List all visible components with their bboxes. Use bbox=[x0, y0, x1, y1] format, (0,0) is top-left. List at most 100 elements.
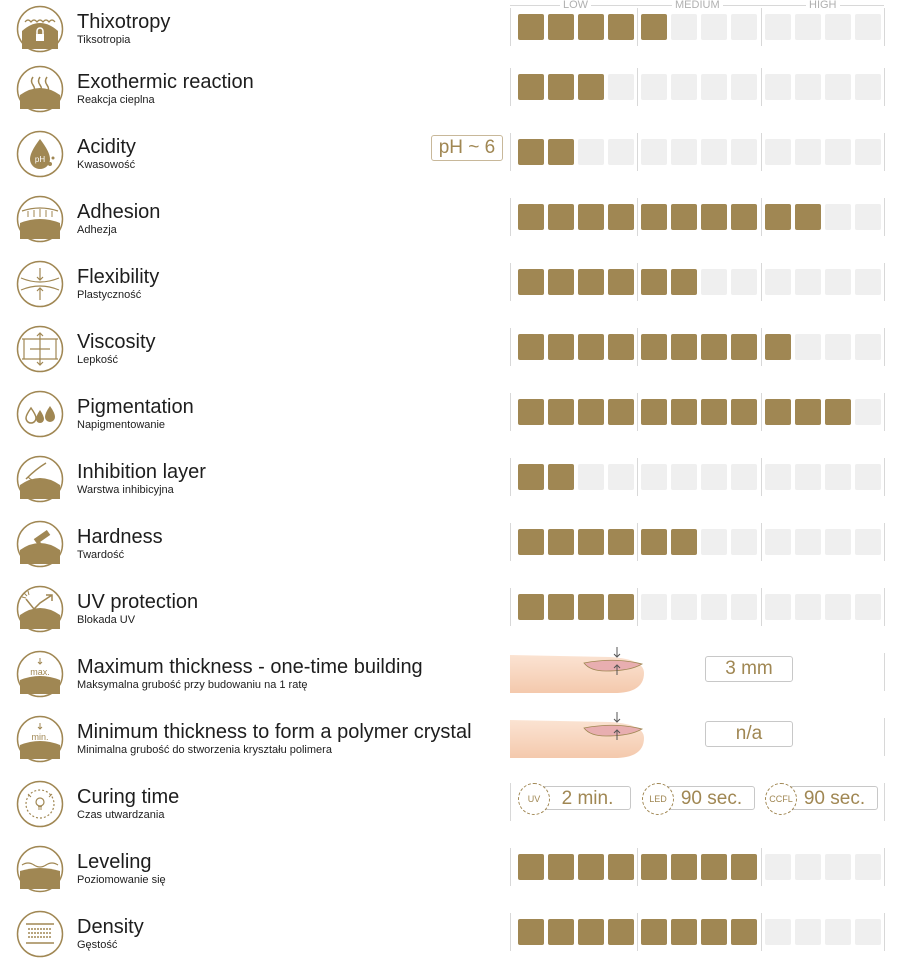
level-meter bbox=[510, 848, 886, 886]
level-cell-filled bbox=[548, 269, 574, 295]
level-cell-filled bbox=[548, 204, 574, 230]
level-cell-filled bbox=[518, 269, 544, 295]
level-cell-filled bbox=[701, 399, 727, 425]
viscosity-icon bbox=[16, 325, 64, 373]
meter-divider bbox=[637, 523, 638, 561]
curing-time-value: 90 sec. bbox=[783, 786, 878, 810]
meter-divider bbox=[637, 263, 638, 301]
level-cell-filled bbox=[608, 204, 634, 230]
property-subtitle: Blokada UV bbox=[77, 614, 136, 626]
level-cell-filled bbox=[518, 14, 544, 40]
meter-divider bbox=[637, 458, 638, 496]
property-subtitle: Tiksotropia bbox=[77, 34, 131, 46]
property-name: UV protection bbox=[77, 591, 199, 613]
level-cell-filled bbox=[825, 399, 851, 425]
property-subtitle: Lepkość bbox=[77, 354, 118, 366]
property-name: Exothermic reaction bbox=[77, 71, 254, 93]
property-row: Adhesion Adhezja bbox=[0, 190, 901, 250]
level-cell-empty bbox=[765, 139, 791, 165]
level-cell-filled bbox=[731, 204, 757, 230]
level-cell-empty bbox=[731, 139, 757, 165]
level-cell-empty bbox=[731, 74, 757, 100]
level-cell-empty bbox=[825, 14, 851, 40]
level-cell-filled bbox=[578, 919, 604, 945]
level-cell-filled bbox=[671, 334, 697, 360]
level-cell-filled bbox=[578, 594, 604, 620]
level-cell-empty bbox=[765, 594, 791, 620]
level-cell-empty bbox=[855, 14, 881, 40]
meter-divider bbox=[884, 913, 885, 951]
meter-divider bbox=[884, 588, 885, 626]
level-cell-empty bbox=[855, 594, 881, 620]
property-subtitle: Poziomowanie się bbox=[77, 874, 166, 886]
ph-badge: pH ~ 6 bbox=[431, 135, 503, 161]
level-cell-filled bbox=[608, 854, 634, 880]
meter-divider bbox=[510, 588, 511, 626]
curing-time-icon bbox=[16, 780, 64, 828]
pigmentation-icon bbox=[16, 390, 64, 438]
level-cell-filled bbox=[548, 74, 574, 100]
level-cell-filled bbox=[731, 854, 757, 880]
meter-divider bbox=[637, 588, 638, 626]
level-cell-filled bbox=[518, 594, 544, 620]
level-cell-filled bbox=[548, 14, 574, 40]
level-cell-filled bbox=[578, 334, 604, 360]
scale-header: LOW MEDIUM HIGH bbox=[510, 0, 886, 12]
level-cell-empty bbox=[825, 529, 851, 555]
property-name: Curing time bbox=[77, 786, 180, 808]
level-meter bbox=[510, 133, 886, 171]
level-cell-empty bbox=[825, 464, 851, 490]
level-cell-filled bbox=[578, 399, 604, 425]
level-cell-empty bbox=[825, 334, 851, 360]
level-meter bbox=[510, 588, 886, 626]
meter-divider bbox=[510, 458, 511, 496]
level-cell-empty bbox=[671, 74, 697, 100]
level-cell-empty bbox=[795, 14, 821, 40]
min-thickness-icon: min. bbox=[16, 715, 64, 763]
max-thickness-icon: max. bbox=[16, 650, 64, 698]
level-cell-empty bbox=[765, 854, 791, 880]
meter-divider bbox=[761, 393, 762, 431]
property-row: Viscosity Lepkość bbox=[0, 320, 901, 380]
nail-thickness-illustration bbox=[510, 712, 650, 762]
meter-divider bbox=[761, 523, 762, 561]
level-cell-filled bbox=[641, 854, 667, 880]
level-cell-filled bbox=[608, 399, 634, 425]
level-cell-filled bbox=[578, 14, 604, 40]
level-cell-empty bbox=[641, 74, 667, 100]
meter-divider bbox=[884, 198, 885, 236]
level-cell-filled bbox=[518, 919, 544, 945]
nail-thickness-illustration bbox=[510, 647, 650, 697]
level-meter bbox=[510, 393, 886, 431]
meter-divider bbox=[510, 198, 511, 236]
property-row: min. Minimum thickness to form a polymer … bbox=[0, 710, 901, 770]
level-cell-filled bbox=[641, 919, 667, 945]
property-name: Hardness bbox=[77, 526, 163, 548]
meter-divider bbox=[761, 458, 762, 496]
scale-label-medium: MEDIUM bbox=[672, 0, 723, 11]
acidity-icon: pH bbox=[16, 130, 64, 178]
level-cell-filled bbox=[795, 204, 821, 230]
meter-divider bbox=[884, 68, 885, 106]
thickness-value: 3 mm bbox=[705, 656, 793, 682]
level-cell-filled bbox=[641, 529, 667, 555]
meter-divider bbox=[637, 133, 638, 171]
level-cell-empty bbox=[765, 269, 791, 295]
level-cell-filled bbox=[701, 919, 727, 945]
property-subtitle: Maksymalna grubość przy budowaniu na 1 r… bbox=[77, 679, 308, 691]
level-cell-filled bbox=[641, 399, 667, 425]
property-row: Flexibility Plastyczność bbox=[0, 255, 901, 315]
level-cell-empty bbox=[731, 14, 757, 40]
meter-divider bbox=[761, 8, 762, 46]
level-cell-empty bbox=[641, 139, 667, 165]
level-cell-filled bbox=[518, 139, 544, 165]
level-cell-filled bbox=[518, 204, 544, 230]
property-row: max. Maximum thickness - one-time buildin… bbox=[0, 645, 901, 705]
level-cell-empty bbox=[795, 919, 821, 945]
level-cell-empty bbox=[641, 594, 667, 620]
level-meter bbox=[510, 198, 886, 236]
property-name: Pigmentation bbox=[77, 396, 194, 418]
meter-divider bbox=[510, 8, 511, 46]
level-cell-empty bbox=[731, 594, 757, 620]
meter-divider bbox=[761, 588, 762, 626]
